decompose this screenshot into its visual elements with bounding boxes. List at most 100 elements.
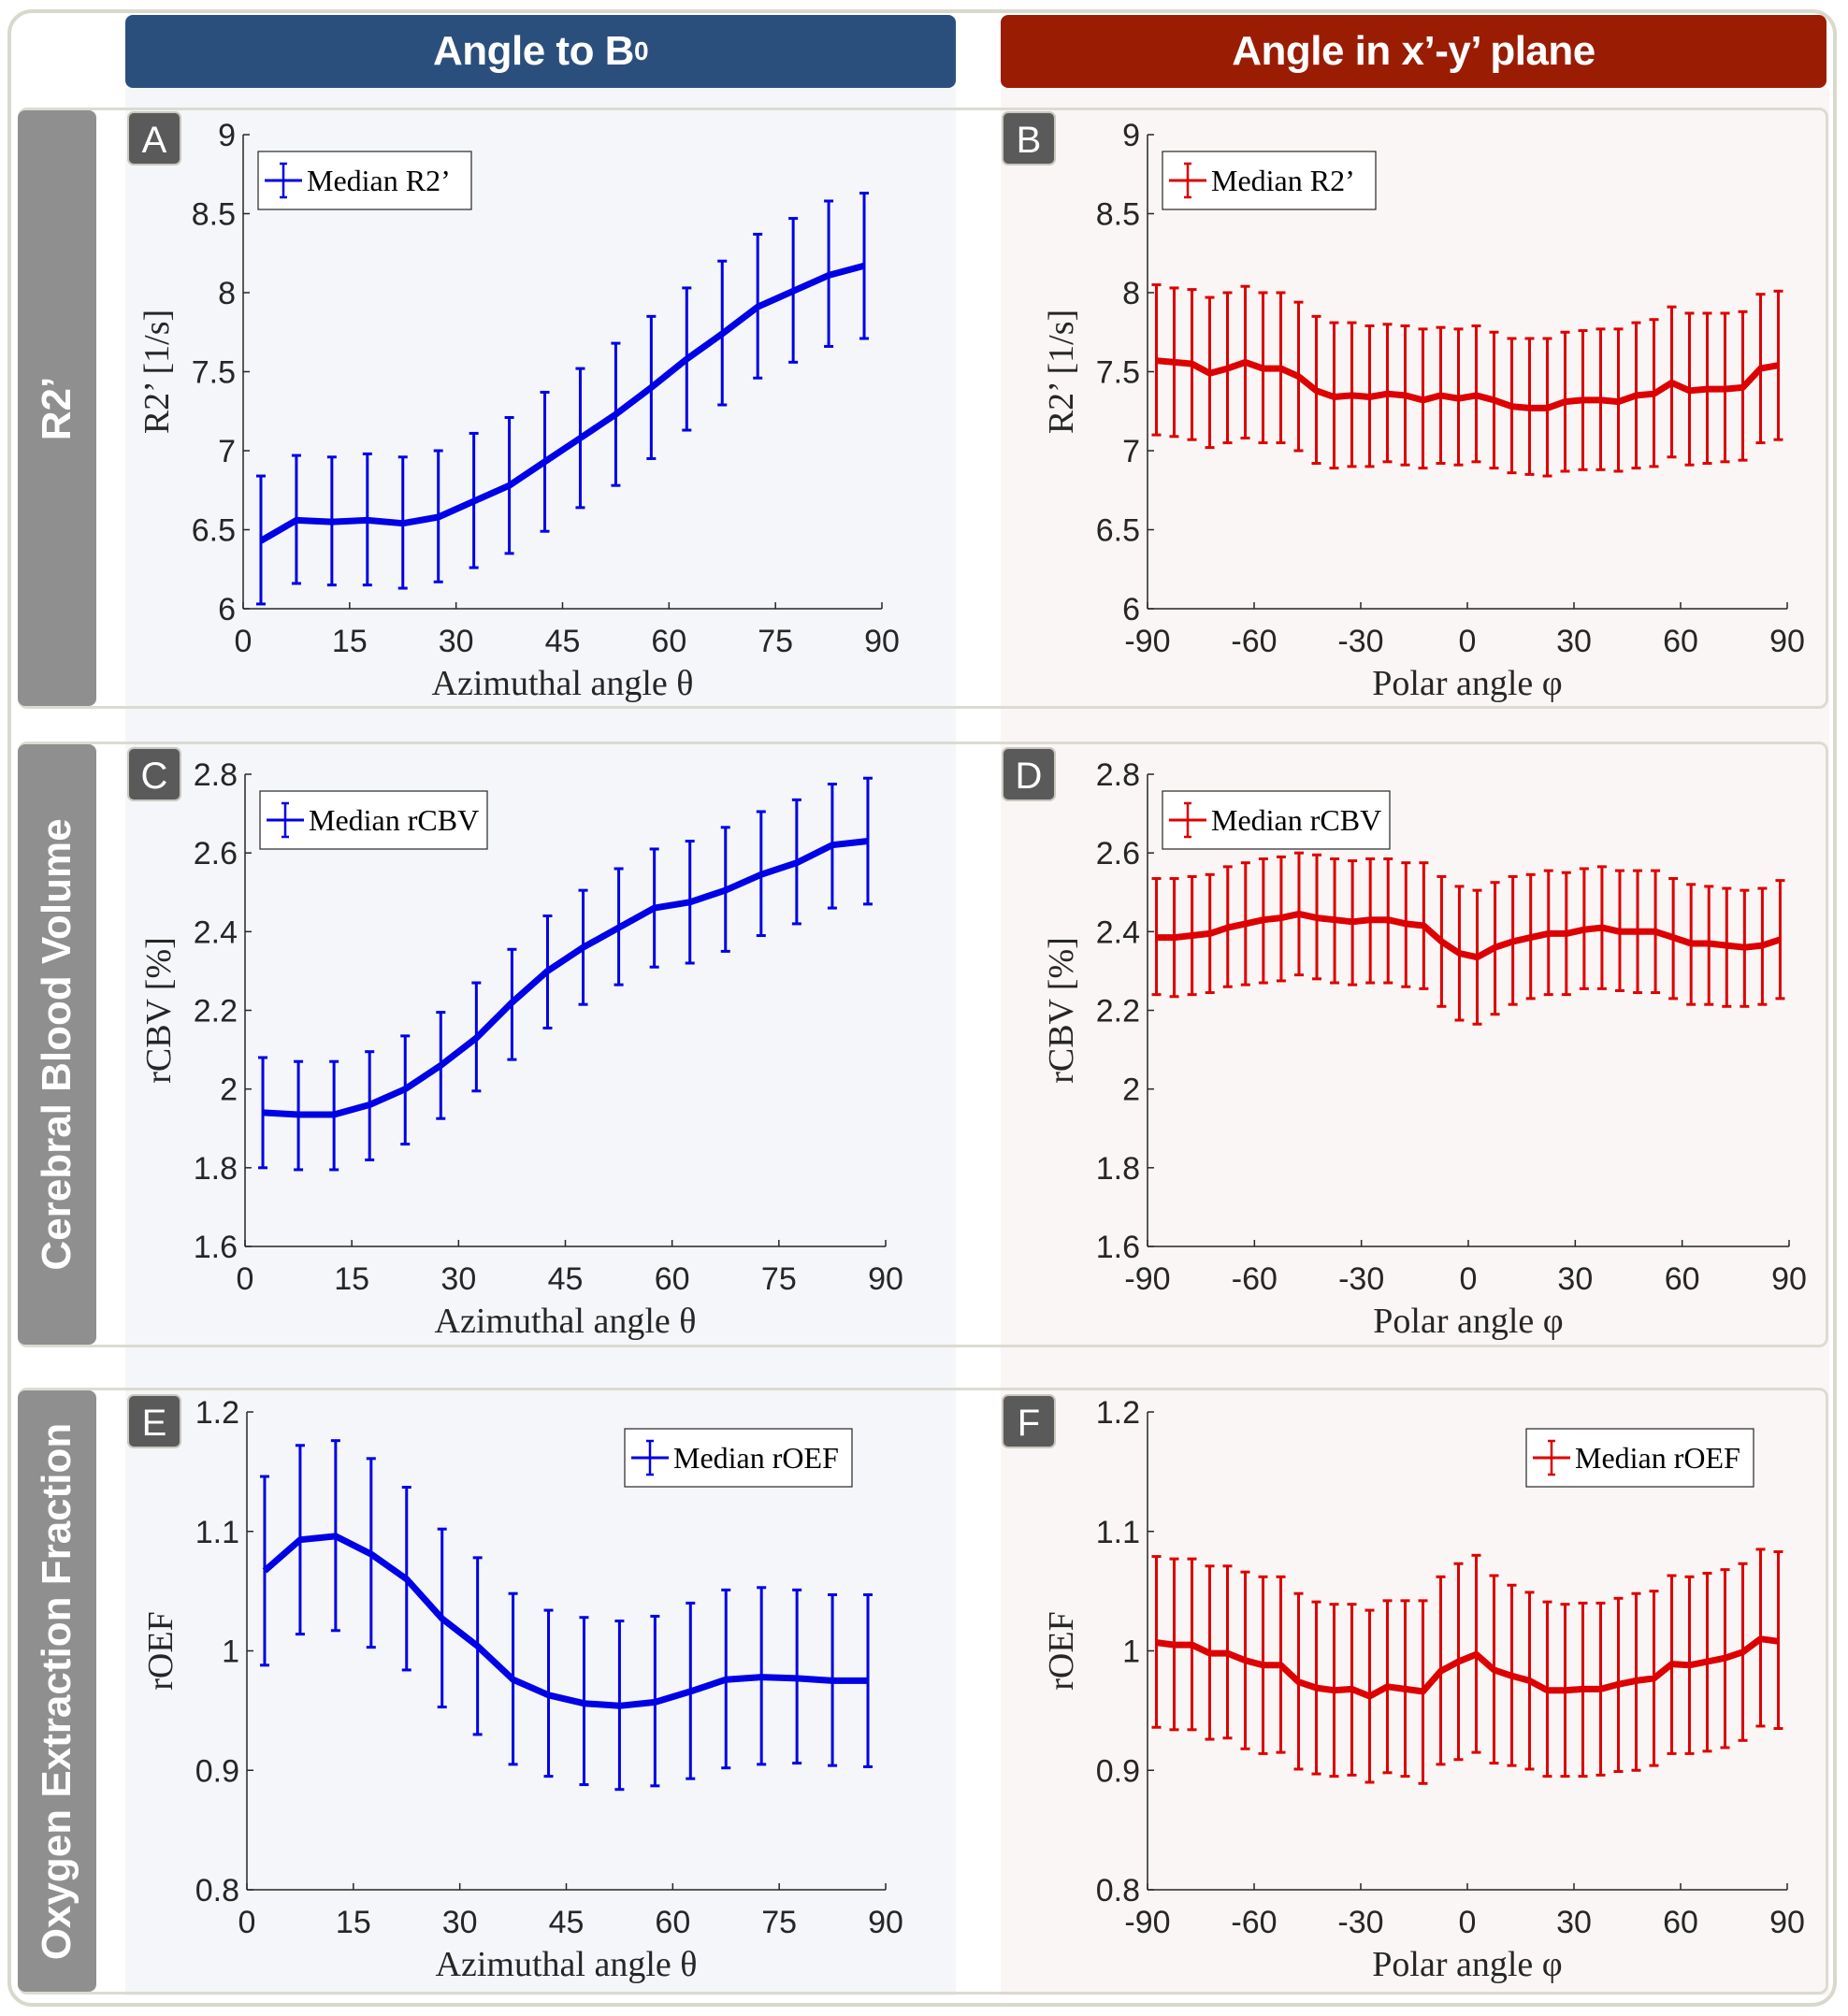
x-tick-label: 60 [655, 1261, 690, 1297]
x-tick-label: 0 [1459, 624, 1477, 659]
column-header-angle-in-plane: Angle in x’-y’ plane [1001, 15, 1826, 88]
y-axis-label: rOEF [141, 1611, 180, 1690]
x-tick-label: 30 [440, 1261, 476, 1297]
median-line [1156, 1635, 1779, 1700]
median-line [259, 262, 865, 544]
y-tick-label: 7 [1122, 434, 1140, 469]
x-tick-label: 90 [1771, 1261, 1807, 1297]
x-tick-label: -90 [1124, 1905, 1170, 1940]
y-tick-label: 7.5 [192, 355, 236, 391]
x-tick-label: 30 [439, 624, 474, 659]
y-tick-label: 1.6 [1096, 1230, 1140, 1265]
x-tick-label: -60 [1232, 1261, 1278, 1297]
x-axis-label: Azimuthal angle θ [436, 1945, 698, 1984]
x-axis-label: Polar angle φ [1372, 1945, 1562, 1984]
x-tick-label: -30 [1337, 1905, 1383, 1940]
y-tick-label: 1.8 [194, 1151, 238, 1187]
column-background-right [1001, 88, 1829, 1995]
panel-d: D 1.6 1.8 2 2.2 2.4 2.6 2.8 -90 -60 -30 0 30 60 90 Pola… [1002, 747, 1807, 1341]
y-tick-label: 6.5 [1096, 513, 1140, 549]
y-tick-label: 1.2 [1096, 1395, 1140, 1431]
row-label-oef: Oxygen Extraction Fraction [18, 1390, 96, 1992]
x-tick-label: -60 [1231, 1905, 1277, 1940]
legend-label: Median rOEF [1575, 1441, 1740, 1475]
x-tick-label: 15 [332, 624, 368, 659]
panel-letter-badge [1002, 747, 1056, 801]
panel-letter: B [1017, 120, 1042, 161]
column-header-subscript: 0 [633, 36, 649, 65]
column-header-title: Angle to B [432, 28, 634, 74]
y-axis-label: rCBV [%] [1042, 937, 1081, 1084]
x-tick-label: 15 [336, 1905, 371, 1940]
y-tick-label: 2.4 [1096, 914, 1140, 950]
x-tick-label: 30 [1557, 1261, 1593, 1297]
x-tick-label: 60 [655, 1905, 690, 1940]
y-tick-label: 7 [218, 434, 236, 469]
x-tick-label: -30 [1338, 1261, 1384, 1297]
y-tick-label: 1.8 [1096, 1151, 1140, 1187]
x-tick-label: 0 [1460, 1261, 1478, 1297]
panel-b: B 6 6.5 7 7.5 8 8.5 9 -90 -60 -30 0 30 60 90 Polar angl… [1002, 111, 1805, 703]
panel-f: F 0.8 0.9 1 1.1 1.2 -90 -60 -30 0 30 60 90 Polar angl… [1002, 1394, 1805, 1984]
panel-letter: F [1018, 1403, 1040, 1444]
y-tick-label: 2.6 [194, 836, 238, 871]
y-tick-label: 9 [1122, 118, 1140, 153]
median-line [1156, 357, 1780, 411]
y-tick-label: 6 [1122, 592, 1140, 627]
y-axis-label: R2’ [1/s] [137, 310, 177, 434]
panel-letter-badge [127, 111, 181, 166]
legend: Median rCBV [1162, 790, 1391, 850]
y-tick-label: 6 [218, 592, 236, 627]
x-tick-label: -90 [1124, 1261, 1170, 1297]
x-tick-label: 60 [1663, 1905, 1698, 1940]
legend: Median rCBV [259, 790, 488, 850]
x-tick-label: 0 [237, 1261, 254, 1297]
legend: Median rOEF [624, 1428, 853, 1488]
x-tick-label: 0 [238, 1905, 256, 1940]
y-tick-label: 8.5 [1096, 197, 1140, 233]
x-tick-label: -90 [1124, 624, 1170, 659]
y-tick-label: 8.5 [192, 197, 236, 233]
y-tick-label: 1 [222, 1634, 239, 1670]
panel-letter-badge [127, 747, 181, 801]
panel-letter: D [1016, 756, 1043, 797]
x-tick-label: 30 [442, 1905, 478, 1940]
panel-letter-badge [127, 1394, 181, 1448]
panel-letter-badge [1002, 111, 1056, 166]
y-tick-label: 1.1 [1096, 1515, 1140, 1550]
error-bar [1151, 1555, 1162, 1729]
panel-c: C 1.6 1.8 2 2.2 2.4 2.6 2.8 0 15 30 45 60 75 90 Azimuth… [127, 747, 903, 1341]
y-tick-label: 8 [1122, 276, 1140, 311]
x-tick-label: -60 [1231, 624, 1277, 659]
y-tick-label: 2.8 [1096, 757, 1140, 793]
x-tick-label: 60 [651, 624, 686, 659]
y-tick-label: 7.5 [1096, 355, 1140, 391]
x-tick-label: 90 [1769, 624, 1805, 659]
x-axis-label: Polar angle φ [1372, 664, 1562, 703]
y-tick-label: 0.8 [1096, 1873, 1140, 1908]
x-tick-label: 0 [235, 624, 253, 659]
y-axis-label: rOEF [1042, 1611, 1081, 1690]
y-tick-label: 1.6 [194, 1230, 238, 1265]
x-tick-label: 75 [761, 1261, 797, 1297]
y-tick-label: 0.8 [195, 1873, 239, 1908]
y-tick-label: 2.6 [1096, 836, 1140, 871]
column-header-title: Angle in x’-y’ plane [1232, 28, 1595, 74]
error-bar [1151, 283, 1162, 437]
x-tick-label: 75 [758, 624, 793, 659]
x-tick-label: 60 [1665, 1261, 1700, 1297]
panel-e: E 0.8 0.9 1 1.1 1.2 0 15 30 45 60 75 90 Azimuthal ang… [127, 1394, 903, 1984]
legend-label: Median rCBV [309, 803, 479, 837]
legend: Median R2’ [257, 151, 472, 210]
y-tick-label: 1.1 [195, 1515, 239, 1550]
y-tick-label: 8 [218, 276, 236, 311]
x-tick-label: 75 [761, 1905, 797, 1940]
y-tick-label: 1.2 [195, 1395, 239, 1431]
x-tick-label: 45 [548, 1261, 584, 1297]
x-tick-label: 90 [864, 624, 900, 659]
y-tick-label: 6.5 [192, 513, 236, 549]
legend: Median rOEF [1525, 1428, 1754, 1488]
panel-letter: E [142, 1403, 167, 1444]
x-tick-label: 90 [1769, 1905, 1805, 1940]
